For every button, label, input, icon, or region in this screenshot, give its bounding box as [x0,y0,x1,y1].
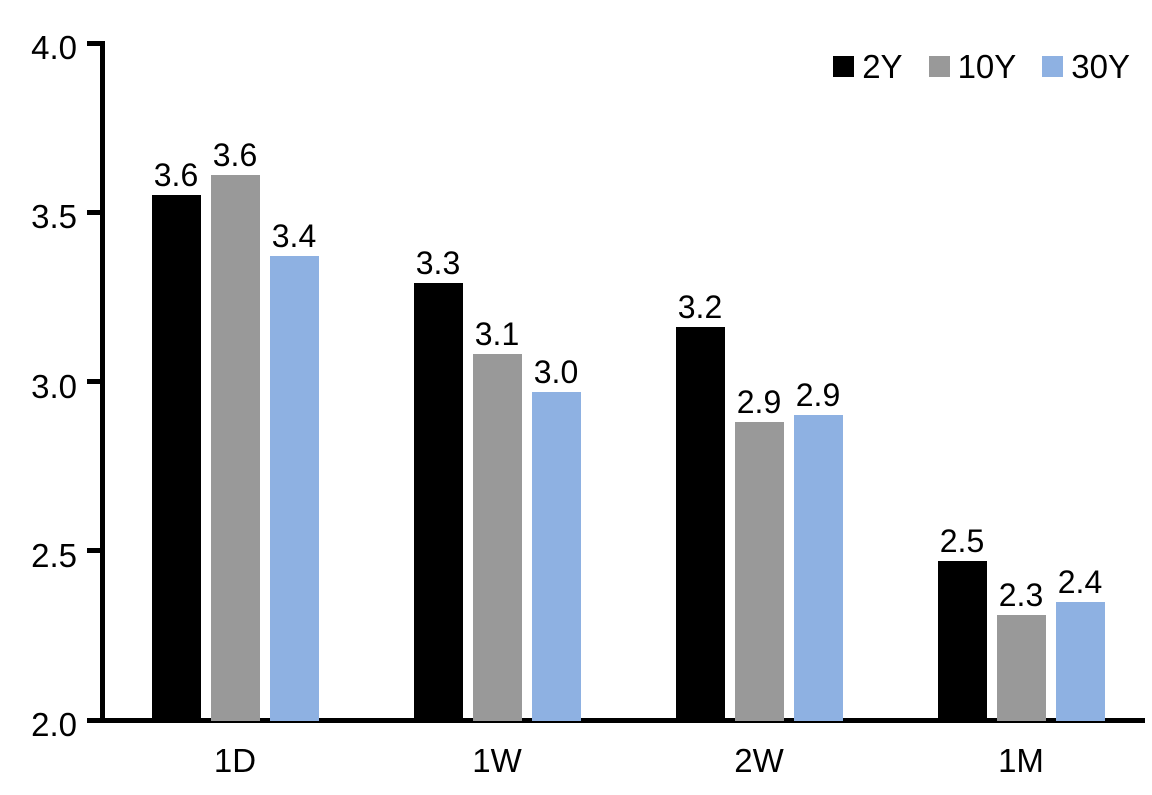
bar-10Y-1D [210,175,260,721]
legend-label-10y: 10Y [957,48,1017,85]
y-axis-tick-label: 2.0 [31,706,77,743]
legend-item-2y: 2Y [833,48,903,85]
y-axis-tick-label: 2.5 [31,536,77,574]
legend-swatch-2y-icon [833,56,855,77]
bar-value-label: 2.5 [939,522,985,559]
y-axis-tick [87,40,100,46]
bar-2Y-1D [151,195,201,721]
y-axis-tick-label: 3.5 [31,198,77,236]
bar-30Y-1D [269,256,319,721]
x-axis [92,718,1145,723]
x-axis-label-1W: 1W [472,742,522,779]
bar-value-label: 3.6 [212,137,258,173]
bar-value-label: 3.6 [153,157,199,194]
bar-value-label: 2.9 [795,377,841,414]
bar-value-label: 2.3 [998,577,1044,614]
bar-2Y-1W [413,283,463,721]
y-axis [100,41,105,723]
bar-2Y-1M [937,560,987,721]
legend-label-30y: 30Y [1071,48,1130,85]
bar-30Y-1W [531,391,581,721]
legend-label-2y: 2Y [862,48,903,85]
legend: 2Y 10Y 30Y [833,50,1130,83]
x-axis-label-2W: 2W [734,742,784,779]
legend-item-30y: 30Y [1042,50,1130,83]
bar-2Y-2W [675,327,725,721]
y-axis-tick [87,379,100,384]
legend-swatch-10y-icon [928,56,950,77]
y-axis-tick-label: 3.0 [31,367,77,405]
legend-item-10y: 10Y [928,48,1017,85]
bar-10Y-1W [472,354,522,721]
x-axis-label-1D: 1D [213,742,257,779]
bar-value-label: 2.4 [1057,563,1103,600]
x-axis-label-1M: 1M [998,742,1044,779]
bar-30Y-1M [1055,601,1105,721]
bar-value-label: 3.2 [677,289,723,326]
bar-value-label: 3.1 [474,316,520,353]
bar-value-label: 3.3 [415,245,461,282]
bar-10Y-1M [996,615,1046,721]
y-axis-tick [87,209,100,215]
bar-value-label: 3.4 [271,218,317,255]
bar-value-label: 3.0 [533,353,579,390]
legend-swatch-30y-icon [1042,56,1064,77]
bar-10Y-2W [734,422,784,721]
bar-30Y-2W [793,415,843,721]
y-axis-tick [87,717,100,723]
bar-value-label: 2.9 [736,384,782,421]
y-axis-tick [87,548,100,554]
y-axis-tick-label: 4.0 [31,29,77,66]
